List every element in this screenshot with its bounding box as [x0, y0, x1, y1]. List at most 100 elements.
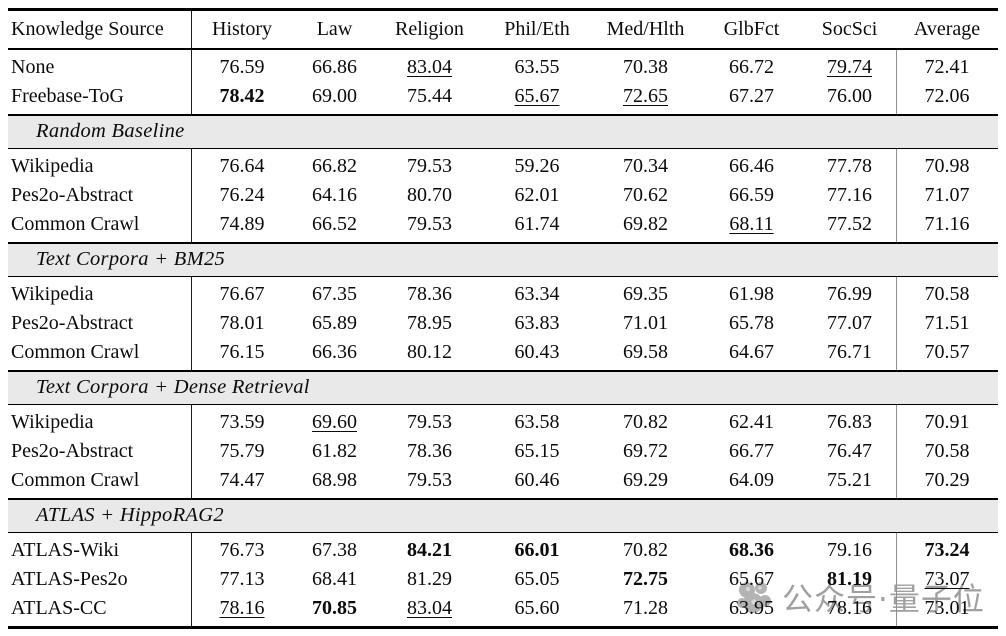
column-header: Med/Hlth — [606, 18, 685, 40]
divider — [8, 275, 998, 277]
column-separator — [896, 277, 897, 370]
cell: 70.82 — [623, 411, 668, 433]
cell: 78.16 — [219, 597, 265, 619]
cell: 70.98 — [924, 155, 970, 177]
cell: 70.91 — [924, 411, 970, 433]
cell: 77.16 — [827, 184, 872, 206]
cell: 66.72 — [729, 56, 774, 78]
cell: 63.95 — [729, 597, 774, 619]
cell: 65.15 — [514, 440, 560, 462]
cell: 69.72 — [623, 440, 668, 462]
cell: 78.16 — [827, 597, 872, 619]
cell: 61.82 — [312, 440, 357, 462]
column-header: Knowledge Source — [11, 18, 164, 40]
header-row: Knowledge Source History Law Religion Phil/E… — [8, 11, 998, 48]
cell: 68.98 — [312, 469, 357, 491]
cell: 79.53 — [407, 155, 452, 177]
column-header: Average — [913, 18, 981, 40]
cell: 77.13 — [219, 568, 265, 590]
cell: 76.15 — [219, 341, 265, 363]
section-rows: ATLAS-Wiki 76.73 67.38 84.21 66.01 70.82 68.36… — [8, 533, 998, 626]
cell: 81.19 — [827, 568, 872, 590]
cell: 66.01 — [514, 539, 560, 561]
row-label: None — [11, 56, 55, 78]
cell: 84.21 — [407, 539, 452, 561]
cell: 80.70 — [407, 184, 452, 206]
cell: 63.83 — [514, 312, 560, 334]
cell: 72.41 — [924, 56, 970, 78]
cell: 76.59 — [219, 56, 265, 78]
cell: 76.73 — [219, 539, 265, 561]
cell: 66.77 — [729, 440, 774, 462]
cell: 65.78 — [729, 312, 774, 334]
cell: 76.99 — [827, 283, 872, 305]
section-rows: None 76.59 66.86 83.04 63.55 70.38 66.72 79.74 7… — [8, 50, 998, 114]
cell: 66.82 — [312, 155, 357, 177]
cell: 63.55 — [514, 56, 560, 78]
cell: 64.09 — [729, 469, 774, 491]
divider — [8, 498, 998, 500]
cell: 69.58 — [623, 341, 668, 363]
cell: 66.52 — [312, 213, 357, 235]
cell: 80.12 — [407, 341, 452, 363]
cell: 61.98 — [729, 283, 774, 305]
cell: 75.44 — [407, 85, 452, 107]
cell: 76.24 — [219, 184, 265, 206]
cell: 63.58 — [514, 411, 560, 433]
cell: 66.86 — [312, 56, 357, 78]
column-header: Law — [316, 18, 353, 40]
cell: 64.16 — [312, 184, 357, 206]
row-label: Wikipedia — [11, 155, 94, 177]
cell: 76.64 — [219, 155, 265, 177]
cell: 62.01 — [514, 184, 560, 206]
divider — [8, 147, 998, 149]
cell: 71.51 — [924, 312, 970, 334]
cell: 60.43 — [514, 341, 560, 363]
cell: 78.42 — [219, 85, 265, 107]
row-label: Pes2o-Abstract — [11, 440, 134, 462]
cell: 70.58 — [924, 440, 970, 462]
divider — [8, 48, 998, 50]
divider — [8, 242, 998, 244]
cell: 79.53 — [407, 213, 452, 235]
cell: 71.01 — [623, 312, 668, 334]
cell: 67.27 — [729, 85, 774, 107]
section-band: Random Baseline — [8, 115, 998, 148]
cell: 69.60 — [312, 411, 357, 433]
cell: 76.00 — [827, 85, 872, 107]
section-band: Text Corpora + Dense Retrieval — [8, 371, 998, 404]
cell: 73.07 — [924, 568, 970, 590]
column-separator — [896, 149, 897, 242]
cell: 72.06 — [924, 85, 970, 107]
column-header: GlbFct — [723, 18, 780, 40]
cell: 73.59 — [219, 411, 265, 433]
cell: 74.47 — [219, 469, 265, 491]
cell: 77.52 — [827, 213, 872, 235]
cell: 69.29 — [623, 469, 668, 491]
column-separator — [896, 533, 897, 626]
cell: 71.07 — [924, 184, 970, 206]
section-title: Text Corpora + Dense Retrieval — [36, 376, 310, 398]
row-label: Common Crawl — [11, 341, 140, 363]
cell: 65.05 — [514, 568, 560, 590]
column-separator — [191, 149, 192, 242]
cell: 79.74 — [827, 56, 872, 78]
cell: 61.74 — [514, 213, 560, 235]
cell: 66.36 — [312, 341, 357, 363]
row-label: Pes2o-Abstract — [11, 184, 134, 206]
cell: 65.67 — [729, 568, 774, 590]
cell: 78.01 — [219, 312, 265, 334]
cell: 78.95 — [407, 312, 452, 334]
section-rows: Wikipedia 76.64 66.82 79.53 59.26 70.34 66.46 7… — [8, 149, 998, 242]
cell: 65.67 — [514, 85, 560, 107]
cell: 73.24 — [924, 539, 970, 561]
column-separator — [191, 405, 192, 498]
row-label: Wikipedia — [11, 283, 94, 305]
cell: 74.89 — [219, 213, 265, 235]
divider — [8, 403, 998, 405]
column-separator — [191, 533, 192, 626]
column-separator — [191, 277, 192, 370]
cell: 78.36 — [407, 283, 452, 305]
cell: 72.65 — [623, 85, 668, 107]
cell: 79.53 — [407, 411, 452, 433]
